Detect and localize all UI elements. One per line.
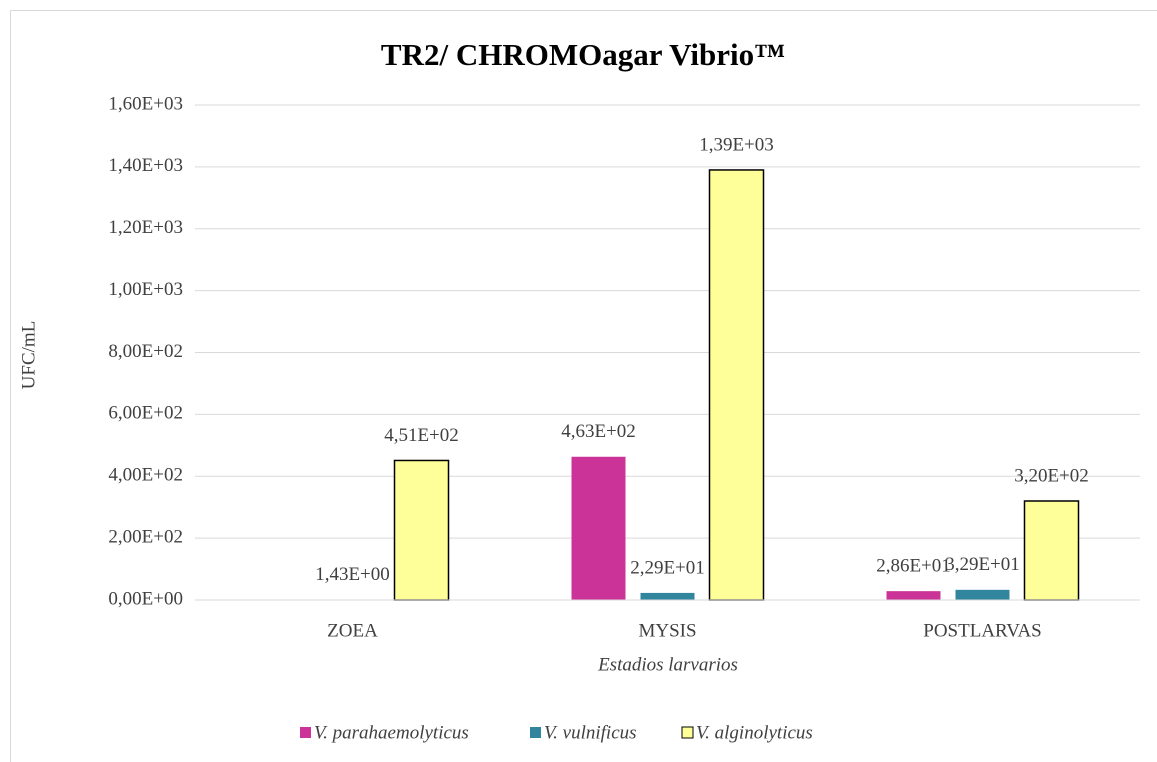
data-label: 2,86E+01 — [876, 556, 951, 577]
data-label: 1,43E+00 — [315, 564, 390, 585]
y-tick-label: 2,00E+02 — [108, 526, 183, 547]
bar — [955, 589, 1010, 600]
legend-label: V. alginolyticus — [696, 722, 813, 743]
data-label: 1,39E+03 — [699, 134, 774, 155]
y-tick-label: 1,40E+03 — [108, 155, 183, 176]
bar — [640, 592, 695, 600]
data-label: 4,51E+02 — [384, 425, 459, 446]
y-tick-label: 6,00E+02 — [108, 403, 183, 424]
chart-title: TR2/ CHROMOagar Vibrio™ — [381, 37, 785, 72]
bar — [393, 459, 450, 601]
data-label: 2,29E+01 — [630, 557, 705, 578]
y-tick-label: 1,60E+03 — [108, 93, 183, 114]
data-label: 3,20E+02 — [1014, 465, 1089, 486]
legend-label: V. parahaemolyticus — [314, 722, 469, 743]
y-tick-label: 1,20E+03 — [108, 217, 183, 238]
bar — [886, 591, 941, 600]
x-tick-label: ZOEA — [327, 620, 378, 641]
data-label: 3,29E+01 — [945, 554, 1020, 575]
bar — [1023, 500, 1080, 601]
x-tick-label: MYSIS — [638, 620, 696, 641]
chart-frame — [10, 10, 1157, 762]
data-label: 4,63E+02 — [561, 421, 636, 442]
legend-label: V. vulnificus — [544, 722, 637, 743]
x-axis-title: Estadios larvarios — [597, 654, 738, 675]
y-tick-label: 8,00E+02 — [108, 341, 183, 362]
legend-swatch — [300, 727, 311, 738]
legend-swatch — [530, 727, 541, 738]
bar — [708, 169, 765, 601]
y-tick-label: 1,00E+03 — [108, 279, 183, 300]
y-axis-title: UFC/mL — [18, 321, 39, 390]
x-tick-label: POSTLARVAS — [923, 620, 1042, 641]
y-tick-label: 4,00E+02 — [108, 465, 183, 486]
y-tick-label: 0,00E+00 — [108, 588, 183, 609]
bar — [571, 456, 626, 600]
legend-swatch — [681, 726, 694, 739]
